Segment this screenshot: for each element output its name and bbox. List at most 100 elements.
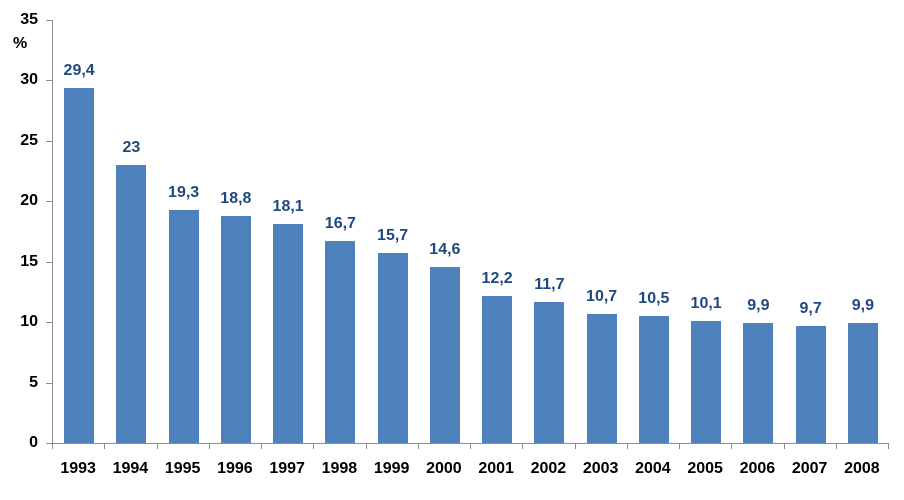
bar-slot: 11,7: [523, 20, 575, 443]
x-tick-label-2002: 2002: [530, 460, 567, 477]
bar-2002: [534, 301, 565, 443]
x-tick-label-2006: 2006: [739, 460, 776, 477]
bar-2003: [586, 313, 617, 443]
bar-1993: [64, 87, 95, 443]
bar-value-label: 18,1: [272, 198, 304, 216]
x-tick-label-1999: 1999: [373, 460, 410, 477]
x-axis-tick: [837, 444, 889, 449]
bar-1995: [168, 209, 199, 443]
x-tick-label-2000: 2000: [426, 460, 462, 477]
bar-2007: [795, 325, 826, 443]
bar-slot: 29,4: [53, 20, 105, 443]
y-tick-label: 5: [29, 373, 38, 391]
bar-value-label: 10,1: [690, 294, 722, 312]
bar-slot: 10,1: [680, 20, 732, 443]
y-tick-label: 35: [20, 11, 38, 28]
bar-2005: [691, 320, 722, 443]
y-axis-tick: [46, 443, 52, 444]
x-axis-tick: [210, 444, 262, 449]
x-tick-label-1996: 1996: [217, 460, 253, 477]
y-tick-label: 15: [20, 252, 38, 270]
bar-value-label: 9,9: [747, 297, 770, 315]
bar-value-label: 14,6: [429, 240, 461, 258]
x-axis-tick: [53, 444, 106, 449]
y-axis-tick: [46, 80, 52, 82]
bar-slot: 16,7: [314, 20, 366, 443]
bar-slot: 9,9: [837, 20, 889, 443]
x-axis-tick: [367, 444, 419, 449]
x-tick-label-2008: 2008: [844, 460, 880, 477]
bar-1999: [377, 253, 408, 443]
bar-value-label: 9,9: [851, 297, 874, 315]
y-tick-label: 30: [20, 71, 38, 89]
x-axis-tick-labels: 1993 1994 1995 1996 1997 1998 1999 2000 2001 2002…: [52, 458, 888, 480]
bars-container: 29,4 23 19,3 18,8 18,1 16,7 15,7 14,6 12,2 11,7 10…: [53, 20, 889, 443]
plot-area: 29,4 23 19,3 18,8 18,1 16,7 15,7 14,6 12,2 11,7 10…: [52, 20, 889, 444]
bar-2000: [429, 266, 460, 443]
y-tick-label: 0: [29, 434, 38, 451]
y-tick-label: 20: [20, 192, 38, 210]
x-axis-tick: [262, 444, 315, 449]
bar-value-label: 10,5: [638, 290, 670, 308]
y-axis-tick: [46, 382, 52, 384]
bar-value-label: 18,8: [220, 189, 252, 207]
x-axis-ticks: [52, 444, 889, 449]
x-axis-tick: [732, 444, 785, 449]
y-tick-label: 10: [20, 313, 38, 331]
bar-value-label: 19,3: [168, 183, 200, 201]
x-axis-tick: [785, 444, 837, 449]
bar-2001: [482, 295, 513, 443]
bar-value-label: 29,4: [63, 61, 95, 79]
bar-slot: 18,8: [210, 20, 262, 443]
bar-slot: 10,5: [628, 20, 680, 443]
x-tick-label-1993: 1993: [60, 460, 96, 477]
bar-value-label: 9,7: [799, 299, 822, 317]
bar-value-label: 10,7: [586, 287, 618, 305]
x-axis-tick: [419, 444, 471, 449]
bar-2006: [743, 323, 774, 443]
bar-slot: 14,6: [419, 20, 471, 443]
bar-value-label: 15,7: [377, 227, 409, 245]
bar-slot: 15,7: [367, 20, 419, 443]
x-axis-tick: [105, 444, 158, 449]
bar-1996: [220, 215, 251, 443]
x-tick-label-1998: 1998: [321, 460, 358, 477]
y-tick-label: 25: [20, 131, 38, 149]
x-tick-label-2001: 2001: [478, 460, 514, 477]
bar-slot: 9,7: [785, 20, 837, 443]
x-tick-label-1997: 1997: [269, 460, 305, 477]
bar-1997: [273, 224, 304, 443]
x-axis-tick: [523, 444, 576, 449]
bar-1998: [325, 241, 356, 443]
x-tick-label-2003: 2003: [582, 460, 619, 477]
bar-value-label: 16,7: [324, 215, 356, 233]
x-axis-tick: [628, 444, 680, 449]
y-axis-tick: [46, 140, 52, 142]
x-axis-tick: [158, 444, 210, 449]
bar-2008: [847, 323, 878, 443]
y-axis-tick: [46, 261, 52, 263]
y-axis-unit-label: %: [13, 35, 28, 52]
y-axis-tick: [46, 201, 52, 203]
bar-slot: 12,2: [471, 20, 523, 443]
bar-slot: 10,7: [576, 20, 628, 443]
x-tick-label-2007: 2007: [791, 460, 828, 477]
x-axis-tick: [314, 444, 367, 449]
bar-slot: 9,9: [732, 20, 784, 443]
bar-value-label: 12,2: [481, 269, 513, 287]
x-tick-label-1994: 1994: [112, 460, 149, 477]
bar-slot: 18,1: [262, 20, 314, 443]
bar-slot: 23: [105, 20, 157, 443]
y-axis-tick: [46, 20, 52, 21]
x-axis-tick: [576, 444, 628, 449]
bar-value-label: 23: [122, 139, 141, 157]
x-tick-label-1995: 1995: [164, 460, 201, 477]
x-axis-tick: [680, 444, 733, 449]
bar-value-label: 11,7: [534, 275, 565, 293]
x-tick-label-2004: 2004: [635, 460, 671, 477]
bar-1994: [116, 165, 147, 443]
y-axis-tick: [46, 322, 52, 324]
bar-slot: 19,3: [158, 20, 210, 443]
x-tick-label-2005: 2005: [687, 460, 723, 477]
